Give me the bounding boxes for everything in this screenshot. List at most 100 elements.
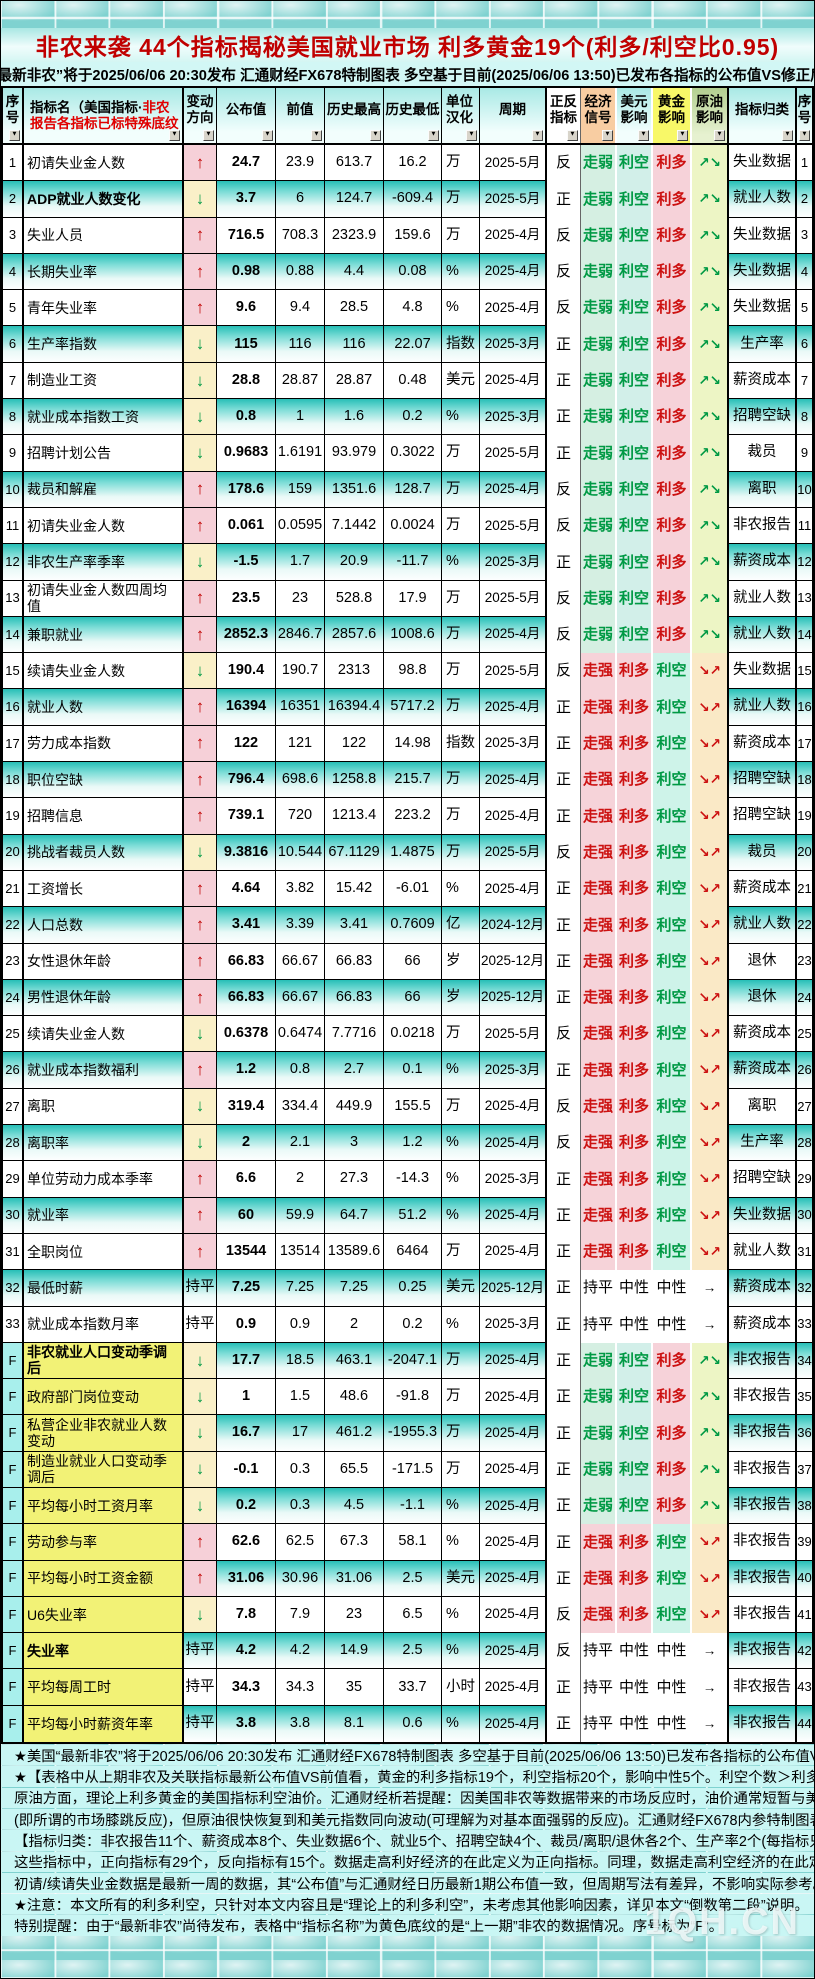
cell-positive-negative: 正 — [545, 762, 580, 799]
cell-history-low: 0.0218 — [383, 1016, 441, 1053]
table-row: F 劳动参与率 ↑ 62.6 62.5 67.3 58.1% 2025-4月正走强 利多 利空 ↘↗… — [3, 1524, 812, 1561]
cell-unit: 万 — [441, 798, 479, 835]
header-label: 指标归类 — [735, 101, 789, 117]
cell-gold-impact: 利空 — [651, 870, 690, 908]
filter-button[interactable]: ▼ — [567, 130, 578, 141]
cell-unit: 亿 — [441, 907, 479, 944]
cell-oil-impact: ↗↘ — [690, 326, 727, 363]
cell-previous-value: 0.3 — [275, 1451, 324, 1488]
cell-economic-signal: 走弱 — [580, 616, 615, 654]
cell-oil-impact: → — [690, 1306, 727, 1343]
cell-previous-value: 23 — [275, 580, 324, 617]
filter-button[interactable]: ▼ — [466, 130, 477, 141]
cell-gold-impact: 利空 — [651, 907, 690, 944]
cell-previous-value: 2846.7 — [275, 616, 324, 654]
cell-unit: 万 — [441, 181, 479, 218]
cell-change-direction: ↑ — [182, 580, 216, 617]
cell-economic-signal: 走强 — [580, 1161, 615, 1198]
cell-oil-impact: ↘↗ — [690, 1052, 727, 1089]
cell-usd-impact: 利多 — [615, 907, 651, 944]
cell-history-high: 4.4 — [324, 253, 383, 291]
filter-button[interactable]: ▼ — [532, 130, 543, 141]
cell-oil-impact: ↗↘ — [690, 471, 727, 508]
up-arrow-icon: ↑ — [195, 733, 205, 753]
cell-oil-impact: ↗↘ — [690, 362, 727, 400]
cell-indicator-name: 招聘信息 — [22, 798, 182, 835]
cell-indicator-name: 制造业就业人口变动季调后 — [22, 1451, 182, 1488]
cell-seq-right: 34 — [795, 1342, 812, 1380]
cell-oil-impact: ↘↗ — [690, 725, 727, 763]
filter-button[interactable]: ▼ — [714, 130, 725, 141]
down-arrow-icon: ↓ — [195, 370, 205, 390]
table-row: 3 失业人员 ↑ 716.5 708.3 2323.9 159.6 万 2025-4月反走弱 利空… — [3, 217, 812, 254]
header-prev: 前值 ▼ — [275, 88, 324, 143]
cell-unit: 万 — [441, 507, 479, 545]
cell-seq-right: 16 — [795, 689, 812, 726]
cell-history-low: 2.5 — [383, 1560, 441, 1597]
cell-seq-left: F — [3, 1596, 22, 1634]
cell-published-value: 0.2 — [216, 1487, 275, 1525]
filter-button[interactable]: ▼ — [638, 130, 649, 141]
header-eco: 经济 信号 ▼ — [580, 88, 615, 143]
cell-indicator-name: 续请失业金人数 — [22, 653, 182, 690]
cell-seq-left: F — [3, 1560, 22, 1597]
down-arrow-icon: ↓ — [195, 334, 205, 354]
cell-seq-right: 33 — [795, 1306, 812, 1343]
cell-seq-right: 1 — [795, 145, 812, 182]
filter-button[interactable]: ▼ — [799, 130, 810, 141]
cell-usd-impact: 利多 — [615, 1088, 651, 1126]
filter-button[interactable]: ▼ — [203, 130, 214, 141]
cell-period: 2025-5月 — [479, 1016, 545, 1053]
cell-change-direction: ↑ — [182, 689, 216, 726]
filter-button[interactable]: ▼ — [169, 130, 180, 141]
cell-seq-left: 31 — [3, 1234, 22, 1271]
cell-period: 2025-4月 — [479, 1342, 545, 1380]
cell-positive-negative: 正 — [545, 1415, 580, 1452]
cell-period: 2025-4月 — [479, 1379, 545, 1416]
filter-button[interactable]: ▼ — [782, 130, 793, 141]
footer-note-line: 特别提醒：由于“最新非农”尚待发布，表格中“指标名称”为黄色底纹的是“上一期”非… — [1, 1915, 814, 1936]
cell-unit: 万 — [441, 1016, 479, 1053]
cell-published-value: 9.6 — [216, 290, 275, 327]
cell-usd-impact: 利多 — [615, 653, 651, 690]
cell-seq-left: 27 — [3, 1089, 22, 1126]
cell-published-value: 16.7 — [216, 1415, 275, 1452]
cell-oil-impact: ↗↘ — [690, 580, 727, 617]
cell-positive-negative: 反 — [545, 1596, 580, 1634]
filter-button[interactable]: ▼ — [370, 130, 381, 141]
cell-history-high: 3.41 — [324, 907, 383, 944]
cell-positive-negative: 正 — [545, 1487, 580, 1525]
cell-change-direction: ↓ — [182, 181, 216, 218]
table-row: 11 初请失业金人数 ↑ 0.061 0.0595 7.1442 0.0024 万 2025-5… — [3, 507, 812, 545]
cell-positive-negative: 正 — [545, 1270, 580, 1307]
table-row: 7 制造业工资 ↓ 28.8 28.87 28.87 0.48 美元 2025-4月正走弱 利空利… — [3, 362, 812, 400]
filter-button[interactable]: ▼ — [677, 130, 688, 141]
cell-seq-right: 41 — [795, 1596, 812, 1634]
up-arrow-icon: ↑ — [195, 479, 205, 499]
cell-positive-negative: 正 — [545, 1669, 580, 1706]
cell-history-high: 2 — [324, 1306, 383, 1343]
cell-unit: 万 — [441, 1233, 479, 1271]
cell-period: 2025-3月 — [479, 326, 545, 363]
filter-button[interactable]: ▼ — [311, 130, 322, 141]
cell-history-high: 3 — [324, 1125, 383, 1162]
filter-button[interactable]: ▼ — [262, 130, 273, 141]
header-label: 公布值 — [225, 101, 267, 117]
filter-button[interactable]: ▼ — [602, 130, 613, 141]
cell-published-value: 1 — [216, 1379, 275, 1416]
down-arrow-icon: ↓ — [195, 1459, 205, 1479]
cell-indicator-name: 全职岗位 — [22, 1233, 182, 1271]
cell-history-low: 6.5 — [383, 1596, 441, 1634]
cell-indicator-name: 私营企业非农就业人数变动 — [22, 1415, 182, 1452]
cell-history-high: 65.5 — [324, 1451, 383, 1488]
cell-seq-left: 5 — [3, 290, 22, 327]
cell-history-low: 0.3022 — [383, 435, 441, 472]
cell-unit: 岁 — [441, 943, 479, 980]
oil-trend-arrows-icon: ↗↘ — [698, 1498, 721, 1514]
filter-button[interactable]: ▼ — [428, 130, 439, 141]
cell-seq-right: 37 — [795, 1451, 812, 1488]
cell-positive-negative: 正 — [545, 979, 580, 1017]
cell-economic-signal: 走强 — [580, 979, 615, 1017]
cell-history-high: 116 — [324, 326, 383, 363]
filter-button[interactable]: ▼ — [9, 130, 20, 141]
